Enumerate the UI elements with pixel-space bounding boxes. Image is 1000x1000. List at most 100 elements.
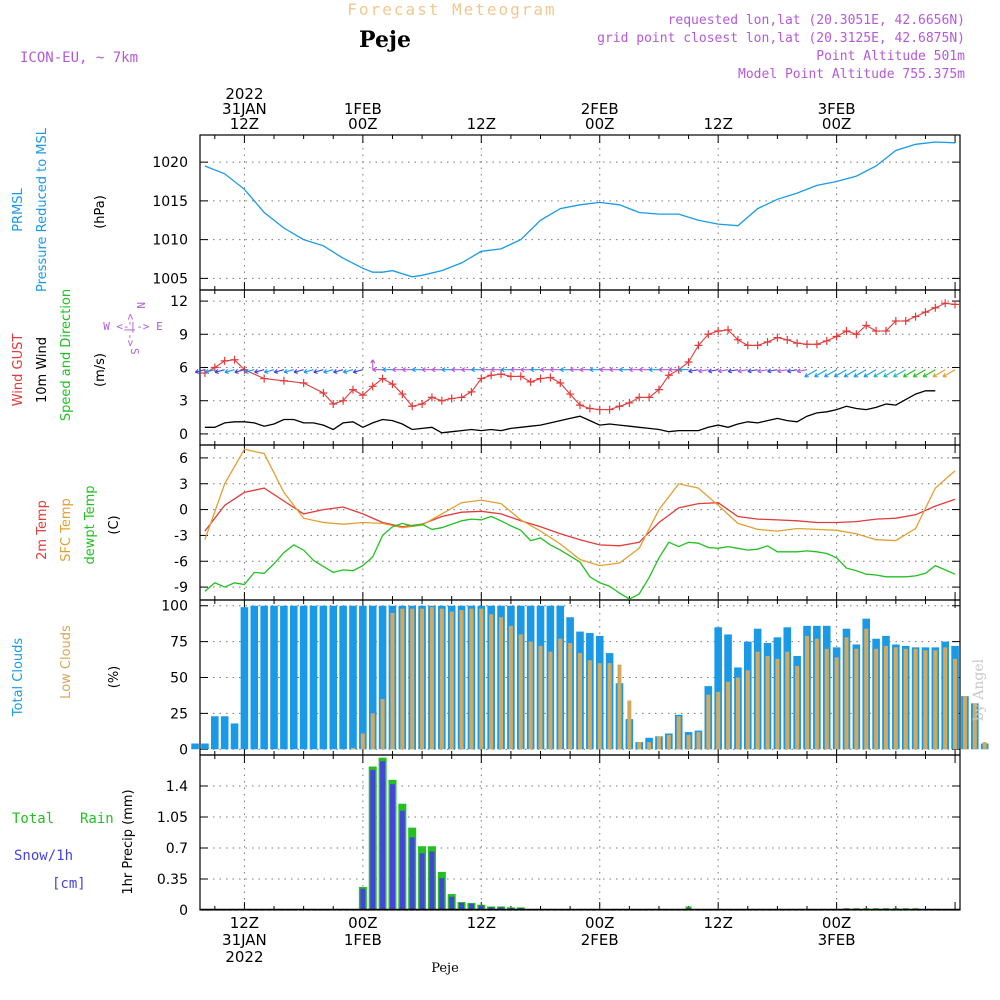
- low-cloud-bar: [706, 694, 711, 750]
- low-cloud-bar: [429, 607, 434, 750]
- total-cloud-bar: [250, 605, 259, 750]
- time-label-bottom: 00Z: [585, 914, 614, 932]
- low-cloud-bar: [834, 657, 839, 750]
- gust-marker: [773, 333, 782, 342]
- gust-marker: [418, 400, 427, 409]
- y-tick-label: 50: [170, 671, 188, 687]
- total-cloud-bar: [220, 716, 229, 750]
- low-cloud-bar: [469, 608, 474, 750]
- low-cloud-bar: [923, 650, 928, 750]
- total-cloud-bar: [319, 605, 328, 750]
- gust-marker: [862, 321, 871, 330]
- gust-marker: [497, 370, 506, 379]
- compass-south: S: [128, 348, 141, 355]
- gust-marker: [625, 398, 634, 407]
- wind-arrow: [510, 367, 521, 373]
- gust-marker: [299, 379, 308, 387]
- wind-arrow: [411, 367, 423, 373]
- low-cloud-bar: [883, 645, 888, 750]
- time-label-bottom: 12Z: [703, 914, 732, 932]
- low-cloud-bar: [696, 732, 701, 750]
- low-cloud-bar: [380, 699, 385, 750]
- wind-arrow: [628, 367, 640, 373]
- low-cloud-bar: [370, 713, 375, 750]
- gust-marker: [427, 393, 436, 402]
- wind-arrow: [370, 359, 376, 370]
- gust-marker: [901, 317, 910, 325]
- gust-marker: [378, 374, 387, 383]
- wind-arrow: [451, 367, 462, 373]
- wind-panel: [199, 289, 961, 446]
- gust-marker: [694, 341, 703, 350]
- low-cloud-bar: [350, 747, 355, 750]
- time-label-bottom: 3FEB: [818, 931, 856, 949]
- total-cloud-bar: [230, 723, 239, 750]
- gust-marker: [358, 391, 367, 400]
- wind-arrow: [863, 369, 877, 378]
- wind-arrow: [893, 369, 906, 378]
- wind-arrow: [609, 367, 620, 373]
- sfc-label: SFC Temp: [59, 498, 74, 562]
- y-tick-label: 1005: [152, 271, 188, 287]
- y-tick-label: 12: [170, 294, 188, 310]
- wind-arrow: [333, 369, 344, 374]
- pressure-line: [204, 141, 956, 278]
- gust-marker: [546, 373, 555, 382]
- gust-marker: [585, 404, 594, 413]
- wind-arrow: [579, 367, 590, 373]
- low-cloud-bar: [903, 648, 908, 750]
- wind-arrow: [244, 369, 255, 374]
- total-cloud-bar: [299, 605, 308, 750]
- y-tick-label: 3: [179, 477, 188, 493]
- low-cloud-bar: [726, 681, 731, 750]
- cloud-unit: (%): [107, 666, 122, 689]
- wind-arrow: [204, 369, 215, 374]
- y-tick-label: 0: [179, 742, 188, 758]
- pressure-label-2: Pressure Reduced to MSL: [35, 127, 50, 292]
- low-cloud-bar: [548, 651, 553, 750]
- wind-arrow: [883, 369, 897, 378]
- low-cloud-bar: [558, 638, 563, 750]
- grid-coords: grid point closest lon,lat (20.3125E, 42…: [597, 31, 965, 46]
- low-cloud-bar: [400, 608, 405, 750]
- low-cloud-bar: [587, 660, 592, 750]
- snow-bar: [468, 903, 474, 910]
- y-tick-label: 1015: [152, 194, 188, 210]
- low-cloud-bar: [805, 635, 810, 750]
- time-label-bottom: 12Z: [230, 914, 259, 932]
- low-cloud-bar: [410, 608, 415, 750]
- gust-marker: [832, 332, 841, 341]
- low-cloud-bar: [597, 663, 602, 750]
- gust-marker: [872, 326, 881, 335]
- low-cloud-bar: [686, 734, 691, 750]
- time-label-top: 00Z: [822, 115, 851, 133]
- snow-bar: [409, 837, 415, 910]
- low-cloud-bar: [518, 634, 523, 750]
- wind-arrow: [922, 369, 936, 378]
- pressure-panel: [199, 134, 961, 291]
- wind-arrow: [777, 368, 788, 374]
- snow-bar: [498, 907, 504, 910]
- wind-arrow: [490, 367, 502, 373]
- wind-arrow: [401, 367, 413, 373]
- total-cloud-bar: [289, 605, 298, 750]
- gust-marker: [220, 356, 229, 365]
- gust-marker: [931, 303, 940, 312]
- time-label-top: 12Z: [703, 115, 732, 133]
- gust-marker: [763, 338, 772, 347]
- low-cloud-bar: [735, 677, 740, 750]
- data-layer: [191, 141, 989, 911]
- total-cloud-bar: [714, 627, 722, 750]
- low-cloud-bar: [745, 670, 750, 750]
- gust-marker: [487, 371, 496, 380]
- time-label-top: 00Z: [348, 115, 377, 133]
- gust-marker: [743, 341, 752, 350]
- wind-arrow: [352, 369, 363, 374]
- y-tick-label: 9: [179, 327, 188, 343]
- precip-rain-label: Rain: [80, 811, 114, 827]
- time-label-top: 00Z: [585, 115, 614, 133]
- low-cloud-bar: [972, 703, 977, 750]
- total-cloud-bar: [280, 605, 288, 750]
- snow-bar: [419, 853, 425, 910]
- wind-arrow: [824, 369, 837, 378]
